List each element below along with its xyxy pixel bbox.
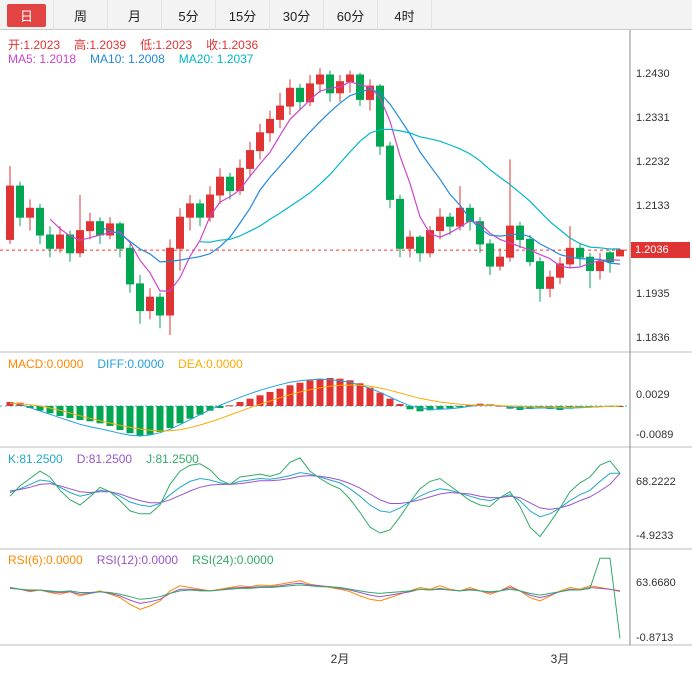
dea-label: DEA:0.0000 — [178, 357, 243, 371]
current-price-badge: 1.2036 — [631, 242, 690, 259]
tab-weekly[interactable]: 周 — [54, 0, 108, 30]
y-axis-label: -4.9233 — [636, 529, 674, 542]
tab-4hour[interactable]: 4时 — [378, 0, 432, 30]
tab-15min-label: 15分 — [228, 8, 257, 24]
tab-monthly-label: 月 — [127, 8, 141, 24]
y-axis-label: 1.1935 — [636, 287, 670, 300]
y-axis-label: -0.0089 — [636, 428, 674, 441]
panel-borders — [0, 30, 692, 646]
y-axis-label: 0.0029 — [636, 389, 670, 402]
y-axis-label: 1.2232 — [636, 155, 670, 168]
ohlc-open: 开:1.2023 — [8, 38, 61, 52]
rsi24-label: RSI(24):0.0000 — [192, 553, 274, 567]
price-axis: 1.2430 1.2331 1.2232 1.2133 1.1935 1.1836 0.00… — [632, 0, 692, 682]
macd-histogram — [6, 378, 624, 436]
y-axis-label: 63.6680 — [636, 577, 676, 590]
macd-label: MACD:0.0000 — [8, 357, 84, 371]
rsi-lines — [9, 557, 621, 639]
k-label: K:81.2500 — [8, 452, 63, 466]
tab-30min[interactable]: 30分 — [270, 0, 324, 30]
y-axis-label: 1.2133 — [636, 199, 670, 212]
tab-60min-label: 60分 — [336, 8, 365, 24]
ma-lines — [49, 81, 621, 292]
rsi-info-row: RSI(6):0.0000 RSI(12):0.0000 RSI(24):0.0… — [8, 553, 274, 567]
tab-5min-label: 5分 — [178, 8, 199, 24]
j-label: J:81.2500 — [146, 452, 199, 466]
y-axis-label: 1.2331 — [636, 111, 670, 124]
tab-60min[interactable]: 60分 — [324, 0, 378, 30]
tab-monthly[interactable]: 月 — [108, 0, 162, 30]
ma20-label: MA20: 1.2037 — [178, 52, 254, 66]
ma10-label: MA10: 1.2008 — [90, 52, 165, 66]
tab-weekly-label: 周 — [73, 8, 87, 24]
ohlc-low: 低:1.2023 — [140, 38, 193, 52]
candles — [6, 68, 624, 335]
ohlc-close: 收:1.2036 — [206, 38, 259, 52]
tab-daily[interactable]: 日 — [0, 0, 54, 30]
kdj-lines — [9, 457, 621, 538]
diff-label: DIFF:0.0000 — [97, 357, 165, 371]
y-axis-label: 68.2222 — [636, 475, 676, 488]
macd-lines — [9, 378, 621, 437]
tab-30min-label: 30分 — [282, 8, 311, 24]
ma-info-row: MA5: 1.2018 MA10: 1.2008 MA20: 1.2037 — [8, 52, 253, 66]
d-label: D:81.2500 — [76, 452, 133, 466]
y-axis-label: 1.2430 — [636, 68, 670, 80]
rsi6-label: RSI(6):0.0000 — [8, 553, 83, 567]
tab-15min[interactable]: 15分 — [216, 0, 270, 30]
ohlc-high: 高:1.2039 — [74, 38, 127, 52]
y-axis-label: 1.1836 — [636, 331, 670, 344]
tab-5min[interactable]: 5分 — [162, 0, 216, 30]
y-axis-label: -0.8713 — [636, 631, 674, 644]
x-axis-label-mar: 3月 — [550, 652, 570, 666]
x-axis-label-feb: 2月 — [330, 652, 350, 666]
rsi12-label: RSI(12):0.0000 — [96, 553, 179, 567]
kdj-info-row: K:81.2500 D:81.2500 J:81.2500 — [8, 452, 199, 466]
period-toolbar: 日 周 月 5分 15分 30分 60分 4时 — [0, 0, 692, 30]
ohlc-info-row: 开:1.2023 高:1.2039 低:1.2023 收:1.2036 — [8, 36, 258, 53]
tab-4hour-label: 4时 — [394, 8, 415, 24]
macd-info-row: MACD:0.0000 DIFF:0.0000 DEA:0.0000 — [8, 357, 243, 371]
tab-daily-label: 日 — [6, 3, 46, 27]
ma5-label: MA5: 1.2018 — [8, 52, 77, 66]
